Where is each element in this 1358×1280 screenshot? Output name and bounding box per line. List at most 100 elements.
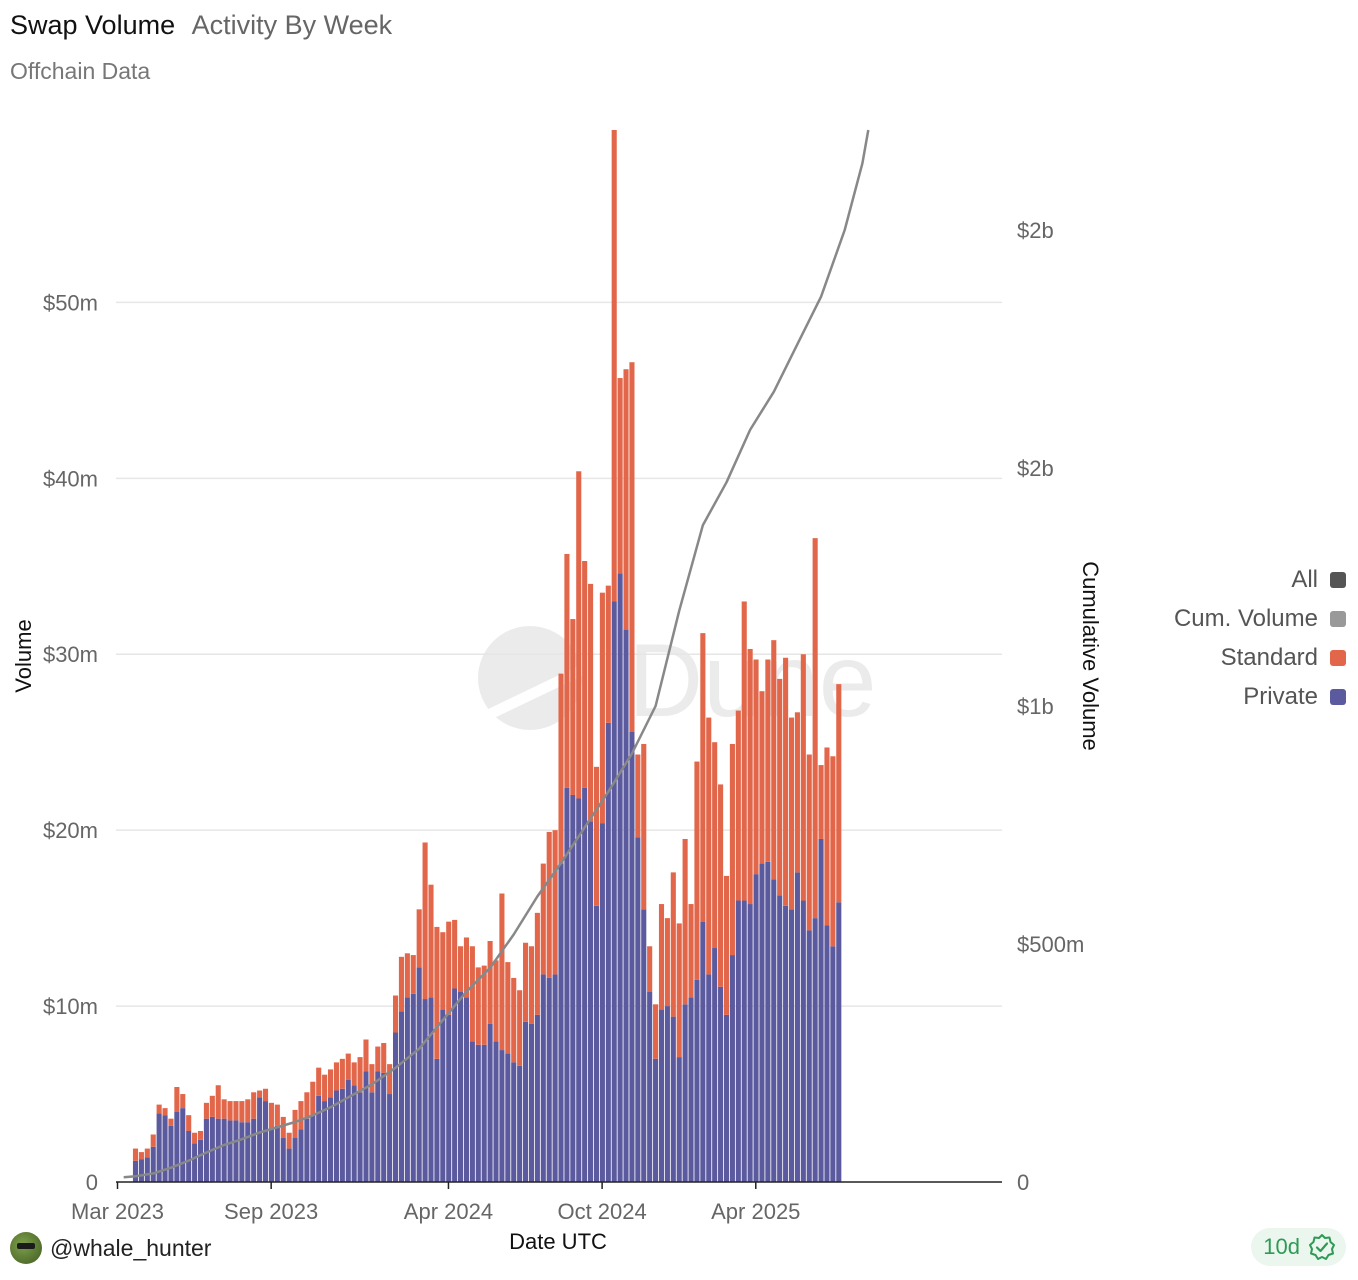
bar-private	[192, 1143, 198, 1182]
bar-standard	[783, 657, 789, 906]
bar-private	[434, 1058, 440, 1182]
bar-private	[499, 1050, 505, 1182]
bar-private	[322, 1101, 328, 1182]
bar-private	[144, 1157, 150, 1182]
bar-private	[576, 798, 582, 1182]
bar-standard	[333, 1062, 339, 1091]
bar-private	[694, 979, 700, 1182]
author-link[interactable]: @whale_hunter	[10, 1232, 211, 1264]
bar-standard	[777, 678, 783, 896]
bar-standard	[599, 592, 605, 824]
bar-standard	[475, 967, 481, 1045]
bar-private	[617, 573, 623, 1182]
y2-tick-label: $1b	[1017, 694, 1054, 719]
bar-standard	[322, 1074, 328, 1102]
bar-private	[647, 992, 653, 1182]
bar-standard	[351, 1062, 357, 1086]
bar-private	[227, 1120, 233, 1182]
bar-standard	[747, 648, 753, 905]
legend-item-cum-volume[interactable]: Cum. Volume	[1174, 599, 1346, 638]
bar-standard	[670, 872, 676, 1017]
bar-standard	[558, 673, 564, 864]
y-tick-label: $40m	[43, 466, 98, 491]
bar-standard	[452, 919, 458, 989]
bar-standard	[806, 754, 812, 931]
bar-standard	[499, 893, 505, 1051]
bar-private	[316, 1095, 322, 1182]
bar-standard	[593, 766, 600, 906]
legend-item-all[interactable]: All	[1174, 560, 1346, 599]
bar-standard	[836, 684, 842, 903]
x-tick-label: Mar 2023	[71, 1199, 164, 1224]
bar-private	[197, 1139, 204, 1182]
bar-standard	[818, 765, 824, 839]
bar-standard	[392, 995, 399, 1033]
bar-private	[416, 967, 422, 1182]
bar-private	[588, 821, 594, 1182]
legend-item-private[interactable]: Private	[1174, 677, 1346, 716]
bar-standard	[144, 1148, 150, 1158]
bar-standard	[239, 1101, 245, 1123]
bar-standard	[316, 1067, 322, 1096]
bar-private	[605, 722, 611, 1182]
bar-standard	[304, 1092, 310, 1119]
bar-standard	[688, 904, 694, 998]
bar-standard	[186, 1115, 192, 1131]
bar-standard	[422, 842, 428, 1000]
bar-standard	[150, 1134, 156, 1147]
bar-private	[440, 1009, 446, 1182]
legend-swatch-private	[1330, 688, 1346, 705]
bar-private	[511, 1062, 517, 1182]
bar-standard	[262, 1088, 269, 1102]
bar-private	[824, 925, 830, 1182]
x-axis-title: Date UTC	[509, 1229, 607, 1254]
bar-standard	[576, 471, 582, 799]
bar-private	[304, 1118, 310, 1182]
bar-private	[800, 900, 806, 1182]
bar-private	[759, 863, 765, 1182]
bar-private	[611, 601, 617, 1182]
bar-standard	[387, 1064, 393, 1095]
bar-private	[487, 1023, 493, 1182]
bar-standard	[410, 955, 416, 994]
bar-standard	[812, 538, 818, 919]
bar-private	[777, 895, 783, 1182]
bar-standard	[528, 946, 535, 1024]
bar-standard	[268, 1102, 274, 1130]
bar-standard	[298, 1101, 304, 1130]
bar-standard	[635, 754, 641, 838]
bar-standard	[511, 977, 517, 1063]
bar-standard	[552, 830, 558, 975]
legend-item-standard[interactable]: Standard	[1174, 638, 1346, 677]
bar-private	[765, 861, 771, 1182]
x-tick-label: Sep 2023	[224, 1199, 318, 1224]
bar-private	[245, 1122, 251, 1182]
bar-standard	[245, 1099, 251, 1123]
bar-private	[517, 1065, 523, 1182]
bar-private	[268, 1129, 274, 1182]
bar-private	[723, 1014, 730, 1182]
bar-standard	[215, 1085, 221, 1119]
bar-standard	[398, 956, 404, 1012]
bar-private	[564, 787, 570, 1182]
bar-standard	[168, 1118, 174, 1126]
bar-private	[446, 1014, 452, 1182]
bar-private	[676, 1057, 682, 1182]
bar-standard	[162, 1108, 168, 1116]
y2-tick-label: $2b	[1017, 218, 1054, 243]
bar-private	[783, 905, 789, 1182]
bar-standard	[629, 362, 635, 732]
bar-private	[351, 1085, 357, 1182]
bar-private	[345, 1079, 351, 1182]
bar-standard	[481, 965, 487, 1045]
bar-private	[712, 948, 718, 1182]
bar-standard	[706, 717, 712, 975]
bar-private	[635, 837, 641, 1182]
bar-private	[333, 1090, 339, 1182]
verified-check-icon	[1309, 1234, 1335, 1260]
bar-standard	[404, 953, 410, 998]
bar-private	[653, 1058, 659, 1182]
chart-title: Swap Volume	[10, 10, 176, 40]
query-age-badge[interactable]: 10d	[1251, 1228, 1346, 1266]
bar-standard	[658, 904, 665, 1010]
